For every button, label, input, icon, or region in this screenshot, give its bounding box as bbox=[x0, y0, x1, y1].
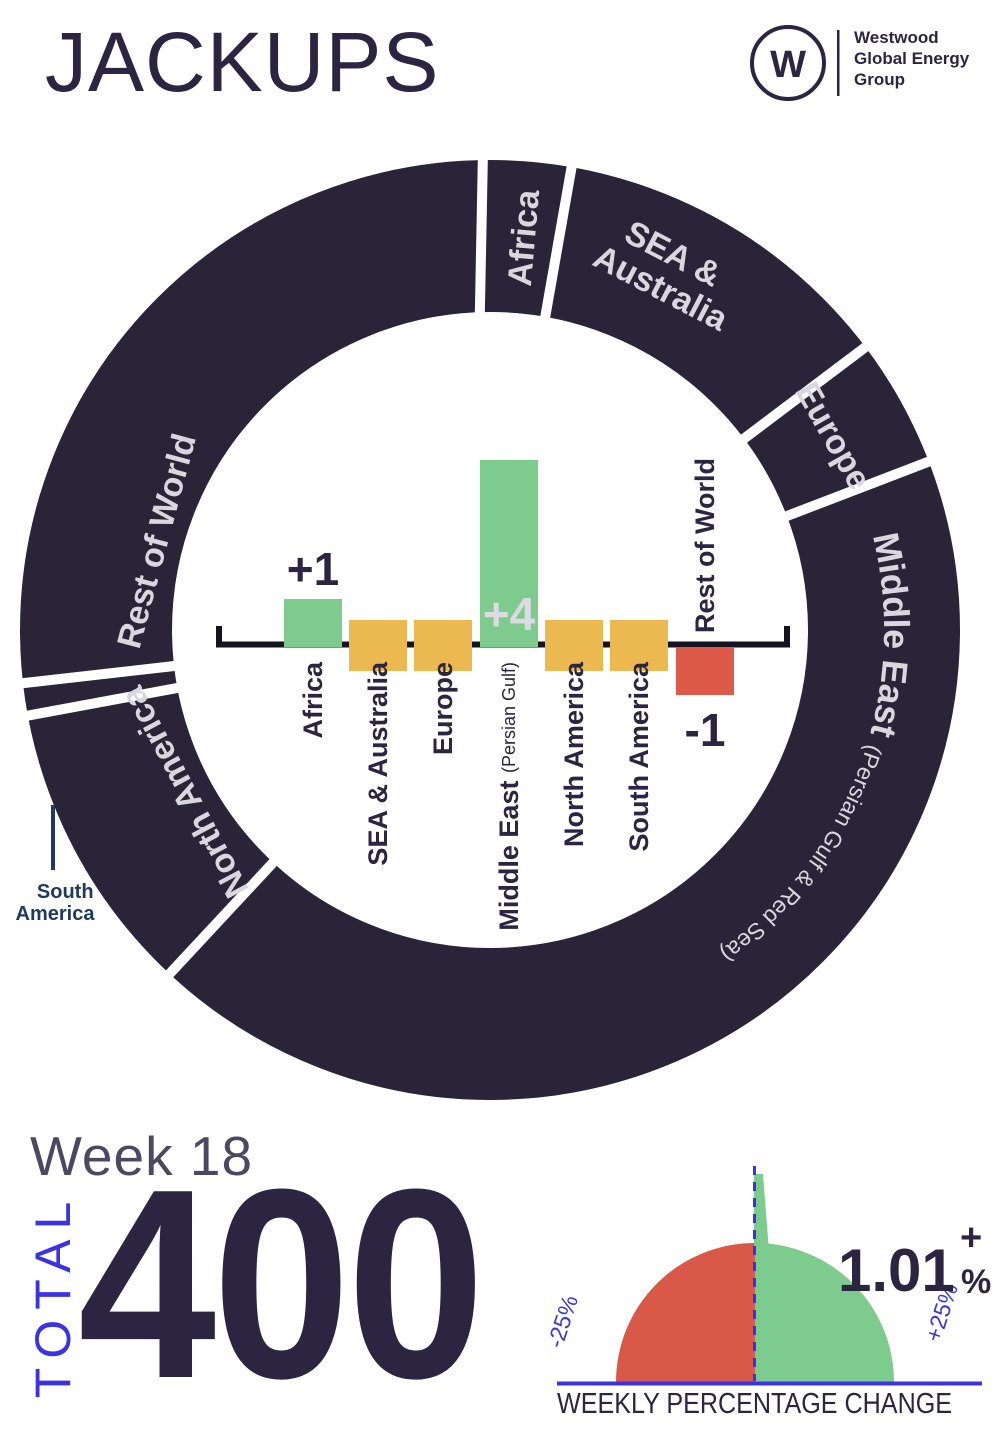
weekly-change-bar-chart: +1 +4 -1 Africa SEA & Australia Europe M… bbox=[216, 458, 790, 931]
bar-south-america bbox=[610, 620, 668, 671]
donut-ring bbox=[20, 160, 960, 1100]
gauge-min-label: -25% bbox=[542, 1292, 583, 1351]
divider-europe-middleeast bbox=[768, 451, 945, 528]
week-label: Week 18 bbox=[30, 1125, 254, 1187]
bar-middle-east bbox=[480, 460, 538, 647]
gauge-positive-half bbox=[755, 1243, 894, 1382]
weekly-percentage-gauge: -25% +25% 1.01 + % WEEKLY PERCENTAGE CHA… bbox=[542, 1166, 991, 1420]
logo-circle-icon bbox=[750, 25, 826, 101]
bar-label-europe: Europe bbox=[428, 662, 458, 755]
ring-label-africa: Africa bbox=[501, 187, 547, 287]
divider-restofworld-africa bbox=[474, 145, 489, 331]
page-title: JACKUPS bbox=[45, 15, 440, 109]
bar-value-middle-east: +4 bbox=[483, 588, 536, 640]
divider-africa-sea bbox=[537, 151, 580, 336]
divider-southamerica-restofworld bbox=[7, 659, 193, 690]
gauge-needle bbox=[754, 1174, 769, 1251]
south-america-callout-label: South America bbox=[16, 881, 100, 925]
bar-label-north-america: North America bbox=[559, 661, 589, 847]
bar-value-africa: +1 bbox=[287, 543, 339, 595]
divider-sea-europe bbox=[726, 334, 881, 454]
logo-brand-text: Westwood Global Energy Group bbox=[854, 27, 969, 90]
divider-middleeast-northamerica bbox=[155, 845, 290, 989]
bar-africa bbox=[284, 599, 342, 647]
bar-label-sea-australia: SEA & Australia bbox=[363, 661, 393, 866]
brand-line: Group bbox=[854, 70, 905, 89]
bar-north-america bbox=[545, 620, 603, 671]
gauge-axis-title: WEEKLY PERCENTAGE CHANGE bbox=[557, 1388, 952, 1420]
bar-label-rest-of-world: Rest of World bbox=[690, 458, 720, 633]
bar-sea-australia bbox=[349, 620, 407, 671]
total-value: 400 bbox=[78, 1134, 485, 1435]
donut-segment-dividers bbox=[7, 145, 945, 989]
gauge-negative-half bbox=[616, 1243, 755, 1382]
donut-chart: Africa SEA & Australia Europe Middle Eas… bbox=[7, 145, 960, 1100]
logo-divider bbox=[837, 30, 840, 96]
divider-northamerica-southamerica bbox=[12, 679, 196, 724]
total-label: TOTAL bbox=[25, 1191, 81, 1399]
westwood-logo: W bbox=[750, 25, 840, 101]
gauge-plus-sign: + bbox=[960, 1217, 982, 1259]
brand-line: Westwood bbox=[854, 28, 939, 47]
bar-label-south-america: South America bbox=[624, 661, 654, 852]
bar-label-middle-east: Middle East (Persian Gulf) bbox=[494, 662, 524, 931]
logo-w-icon: W bbox=[770, 44, 806, 86]
gauge-value: 1.01 bbox=[838, 1237, 955, 1304]
bar-rest-of-world bbox=[676, 647, 734, 695]
brand-line: Global Energy bbox=[854, 49, 970, 68]
bar-value-rest-of-world: -1 bbox=[685, 704, 726, 756]
bar-europe bbox=[414, 620, 472, 671]
gauge-percent-sign: % bbox=[961, 1263, 991, 1301]
bar-label-africa: Africa bbox=[298, 661, 328, 739]
